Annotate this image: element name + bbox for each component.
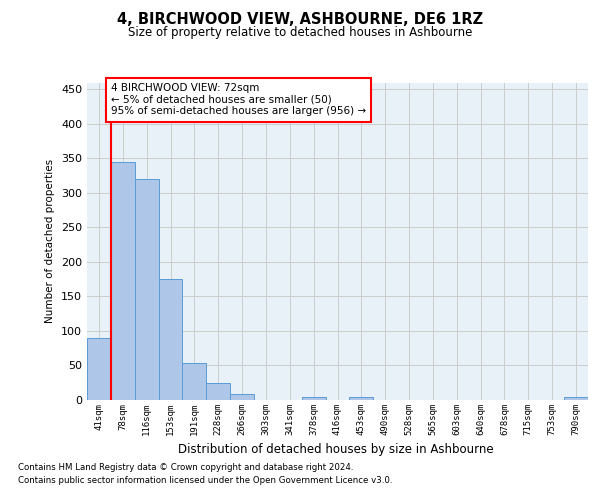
Text: Distribution of detached houses by size in Ashbourne: Distribution of detached houses by size … [178, 442, 494, 456]
Bar [135, 179, 158, 400]
Text: Contains HM Land Registry data © Crown copyright and database right 2024.: Contains HM Land Registry data © Crown c… [18, 462, 353, 471]
Bar [302, 396, 326, 400]
Bar [206, 382, 230, 400]
Y-axis label: Number of detached properties: Number of detached properties [46, 159, 55, 324]
Bar [230, 394, 254, 400]
Text: 4, BIRCHWOOD VIEW, ASHBOURNE, DE6 1RZ: 4, BIRCHWOOD VIEW, ASHBOURNE, DE6 1RZ [117, 12, 483, 28]
Bar [349, 396, 373, 400]
Text: Size of property relative to detached houses in Ashbourne: Size of property relative to detached ho… [128, 26, 472, 39]
Bar [158, 279, 182, 400]
Text: 4 BIRCHWOOD VIEW: 72sqm
← 5% of detached houses are smaller (50)
95% of semi-det: 4 BIRCHWOOD VIEW: 72sqm ← 5% of detached… [111, 83, 366, 116]
Bar [182, 364, 206, 400]
Text: Contains public sector information licensed under the Open Government Licence v3: Contains public sector information licen… [18, 476, 392, 485]
Bar [564, 396, 588, 400]
Bar [87, 338, 111, 400]
Bar [111, 162, 135, 400]
